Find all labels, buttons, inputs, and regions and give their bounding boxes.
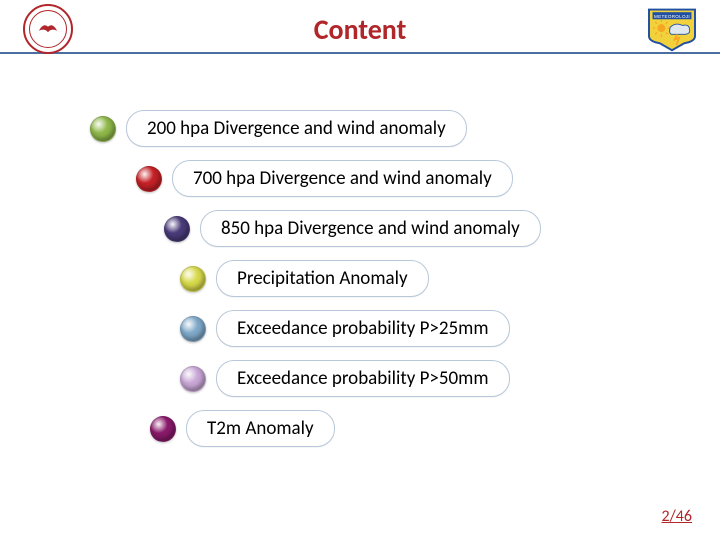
bullet-icon <box>180 316 206 342</box>
page-number: 2/46 <box>661 507 692 526</box>
bullet-icon <box>180 366 206 392</box>
header-divider <box>0 52 720 54</box>
page-total: 46 <box>676 507 692 526</box>
content-item: 200 hpa Divergence and wind anomaly <box>90 110 467 147</box>
bullet-icon <box>164 216 190 242</box>
content-item-label: Precipitation Anomaly <box>216 260 429 297</box>
content-item: Precipitation Anomaly <box>180 260 429 297</box>
page-current: 2 <box>661 507 669 526</box>
meteorology-badge-icon: METEOROLOJI <box>644 7 700 51</box>
bullet-icon <box>136 166 162 192</box>
svg-text:METEOROLOJI: METEOROLOJI <box>654 14 690 19</box>
content-item: Exceedance probability P>25mm <box>180 310 510 347</box>
content-item: Exceedance probability P>50mm <box>180 360 510 397</box>
bullet-icon <box>180 266 206 292</box>
slide-header: Content METEOROLOJI <box>0 0 720 52</box>
bullet-icon <box>90 116 116 142</box>
content-item-label: T2m Anomaly <box>186 410 335 447</box>
content-item: 700 hpa Divergence and wind anomaly <box>136 160 513 197</box>
bullet-icon <box>150 416 176 442</box>
university-seal-icon <box>20 7 76 51</box>
content-item-label: Exceedance probability P>25mm <box>216 310 510 347</box>
content-item: 850 hpa Divergence and wind anomaly <box>164 210 541 247</box>
content-item-label: 700 hpa Divergence and wind anomaly <box>172 160 513 197</box>
slide: Content METEOROLOJI <box>0 0 720 540</box>
content-item-label: Exceedance probability P>50mm <box>216 360 510 397</box>
content-item-label: 200 hpa Divergence and wind anomaly <box>126 110 467 147</box>
content-item: T2m Anomaly <box>150 410 335 447</box>
slide-title: Content <box>76 12 644 47</box>
content-item-label: 850 hpa Divergence and wind anomaly <box>200 210 541 247</box>
